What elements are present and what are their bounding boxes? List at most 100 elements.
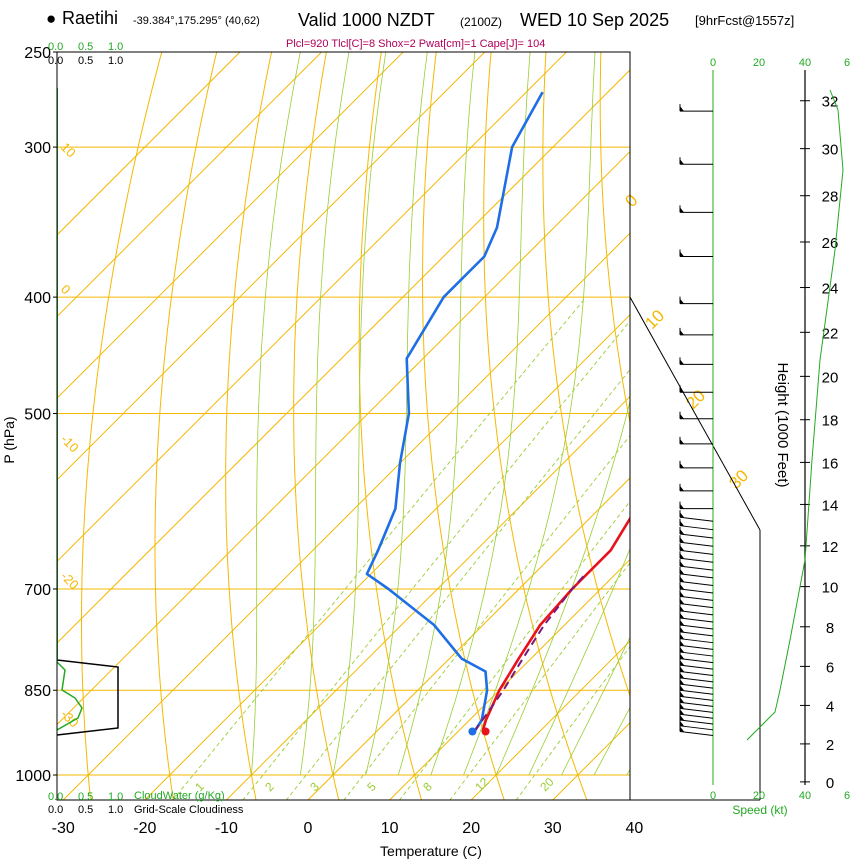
moist-adiabat-line [495,399,630,776]
cloudiness-axis-label-bottom: 0.0 [48,804,63,816]
wind-barb-staff [679,671,714,676]
cloudiness-label: Grid-Scale Cloudiness [134,804,244,816]
wind-barb [679,695,714,707]
wind-barb [679,581,714,594]
pressure-tick-label: 250 [24,45,51,62]
isotherm-line [144,314,630,800]
wind-barb-staff [679,580,714,586]
wind-barb-pennant [680,626,684,632]
temperature-tick-label: -20 [133,820,156,837]
adiabat-label: 20 [682,386,709,413]
wind-speed-axis-bottom: 20 [753,790,765,802]
mixing-ratio-line [242,320,630,800]
height-tick-label: 10 [822,580,839,597]
wind-barb-staff [679,707,714,713]
height-tick-label: 4 [826,698,834,715]
pressure-tick-label: 700 [24,582,51,599]
wind-barb-staff [679,644,714,650]
x-axis-title: Temperature (C) [380,843,482,859]
wind-barb [679,574,714,586]
mixing-ratio-label: 2 [262,779,277,794]
wind-barb-pennant [680,672,684,678]
wind-barb-pennant [680,387,684,393]
wind-barb-pennant [680,485,684,491]
wind-barb-staff [679,525,714,531]
wind-barb-staff [679,516,714,522]
wind-barb-pennant [680,591,684,597]
isotherm-line [57,69,630,644]
wind-barb-pennant [680,605,684,611]
wind-barb-pennant [680,520,684,526]
isotherm-line [57,150,630,726]
wind-barb-pennant [680,697,684,703]
wind-barb [679,483,713,492]
wind-barb-staff [679,689,714,695]
wind-barb-staff [679,725,714,731]
wind-barb-staff [679,533,714,539]
y-axis-title: P (hPa) [1,416,17,463]
wind-barb-pennant [680,529,684,535]
wind-barb-pennant [680,612,684,618]
wind-barb-staff [679,664,714,670]
forecast-label: [9hrFcst@1557z] [695,13,795,28]
dry-adiabat-line [422,52,505,800]
wind-barb-pennant [680,553,684,559]
wind-barb-pennant [680,251,684,257]
wind-speed-axis-bottom: 40 [799,790,811,802]
wind-barb [679,596,714,609]
dry-adiabat-line [656,31,836,801]
height-tick-label: 32 [822,94,839,111]
cloudiness-axis-label-top: 0.0 [48,55,63,67]
temperature-tick-label: -10 [215,820,238,837]
surface-temp-marker [481,727,490,736]
cloudiness-line [57,659,119,736]
height-tick-label: 20 [822,369,839,386]
wind-barb-pennant [680,512,684,518]
wind-speed-axis-top: 0 [710,57,716,69]
moist-adiabat-line [561,636,630,776]
wind-barb-staff [679,541,714,547]
mixing-ratio-line [449,562,630,800]
isotherm-line [470,640,630,800]
height-tick-label: 18 [822,413,839,430]
cloudiness-axis-label-bottom: 1.0 [108,804,123,816]
wind-barb [679,535,714,547]
wind-barb-pennant [680,576,684,582]
cloudwater-axis-label-top: 1.0 [108,41,123,53]
wind-barb-staff [679,695,714,701]
wind-barb-staff [679,701,714,707]
dry-adiabat-line [225,52,273,800]
cloudwater-axis-label-bottom: 0.5 [78,791,93,803]
wind-barb-staff [679,631,714,637]
wind-barb [679,385,713,393]
wind-barb-staff [679,617,714,623]
wind-barb-pennant [680,720,684,726]
wind-barb-staff [679,677,714,683]
wind-barb-staff [679,573,714,579]
wind-speed-label: Speed (kt) [732,803,787,817]
pressure-tick-label: 850 [24,683,51,700]
adiabat-label: 10 [641,306,668,333]
mixing-ratio-line [343,435,630,800]
dry-adiabat-line [358,52,423,800]
utc-label: (2100Z) [460,15,503,29]
height-tick-label: 28 [822,189,839,206]
isotherm-line [634,31,850,801]
plot-frame [56,51,631,801]
cloudiness-axis-label-top: 1.0 [108,55,123,67]
wind-barb [679,631,714,644]
wind-barb [679,651,714,664]
wind-barb [679,658,714,670]
wind-barb-staff [679,624,714,630]
station-name: Raetihi [62,8,119,28]
wind-barb-staff [679,549,714,555]
wind-barb [679,518,714,531]
mixing-ratio-label: 3 [307,779,322,794]
cloudiness-axis-label-bottom: 0.5 [78,804,93,816]
wind-barb-pennant [680,545,684,551]
isotherm-line [388,558,630,800]
wind-barb [679,501,713,510]
isotherm-line [57,52,486,481]
wind-barb-staff [679,719,714,725]
